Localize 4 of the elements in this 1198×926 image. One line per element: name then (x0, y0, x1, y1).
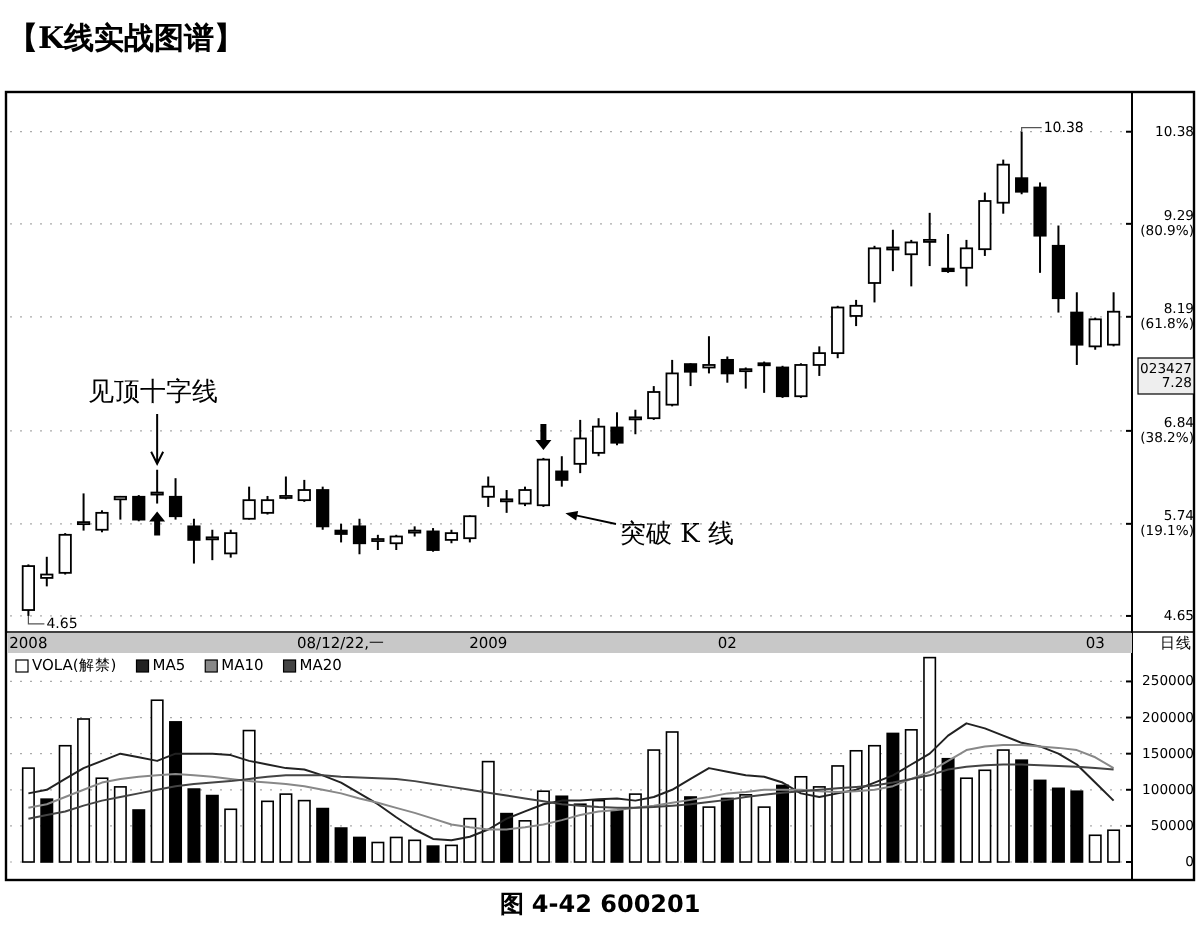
annotation: 突破 K 线 (620, 520, 734, 551)
caption: 图 4-42 600201 (499, 890, 701, 919)
chart-title: 【K线实战图谱】 (8, 19, 245, 56)
annotation: 见顶十字线 (88, 376, 218, 409)
